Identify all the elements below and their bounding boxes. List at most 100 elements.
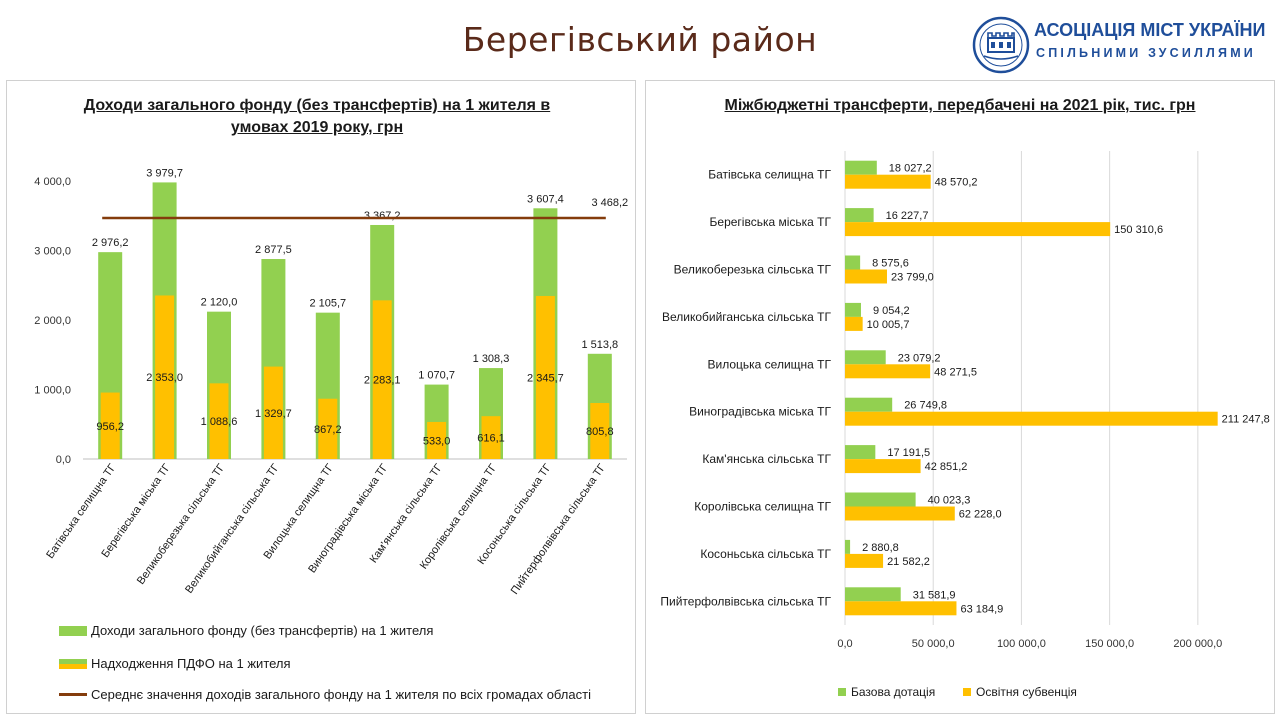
x-category-label: Великобийганська сільська ТГ [183,462,282,596]
base-value-label: 8 575,6 [872,258,909,270]
education-subvention-bar [845,553,884,568]
pdfo-bar [318,398,338,459]
base-value-label: 31 581,9 [913,589,956,601]
pdfo-bar [427,421,447,459]
income-value-label: 2 105,7 [309,298,346,310]
right-chart: 0,0 50 000,0 100 000,0 150 000,0 200 000,0 18… [660,151,1270,650]
pdfo-bar [535,295,555,459]
legend-label: Надходження ПДФО на 1 жителя [91,656,291,671]
x-category-label: Пийтерфолвівська сільська ТГ [509,462,609,597]
logo-name: АСОЦІАЦІЯ МІСТ УКРАЇНИ [1034,20,1266,40]
base-value-label: 26 749,8 [904,400,947,412]
y-tick-label: 3 000,0 [34,246,71,258]
left-chart-title: Доходи загального фонду (без трансфертів… [83,97,551,136]
x-tick-label: 200 000,0 [1173,638,1222,650]
income-value-label: 3 979,7 [146,167,183,179]
pdfo-value-label: 2 345,7 [527,372,564,384]
edu-value-label: 21 582,2 [887,556,930,568]
y-category-label: Берегівська міська ТГ [710,215,832,229]
income-value-label: 2 120,0 [201,297,238,309]
pdfo-value-label: 805,8 [586,426,614,438]
pdfo-value-label: 2 353,0 [146,372,183,384]
base-subsidy-bar [845,160,877,175]
x-tick-label: 150 000,0 [1085,638,1134,650]
legend-label: Базова дотація [851,685,936,699]
education-subvention-bar [845,411,1218,426]
y-category-label: Батівська селищна ТГ [708,168,831,182]
base-value-label: 9 054,2 [873,305,910,317]
pdfo-bar [100,392,120,459]
legend-swatch-green [838,688,846,696]
legend-swatch-yellow [963,688,971,696]
education-subvention-bar [845,316,863,331]
pdfo-bar [263,366,283,459]
income-value-label: 2 976,2 [92,237,129,249]
logo-emblem-icon [972,16,1030,74]
base-subsidy-bar [845,302,861,317]
y-category-label: Великоберезька сільська ТГ [674,263,832,277]
base-value-label: 16 227,7 [886,210,929,222]
education-subvention-bar [845,222,1111,237]
y-tick-label: 4 000,0 [34,176,71,188]
y-category-label: Вилоцька селищна ТГ [708,357,832,371]
x-tick-label: 50 000,0 [912,638,955,650]
edu-value-label: 42 851,2 [925,461,968,473]
pdfo-bar [155,295,175,459]
average-value-label: 3 468,2 [591,197,628,209]
base-subsidy-bar [845,445,876,460]
right-chart-panel: Міжбюджетні трансферти, передбачені на 2… [645,80,1275,714]
base-subsidy-bar [845,492,916,507]
left-legend-item-income: Доходи загального фонду (без трансфертів… [59,623,433,638]
left-legend-item-pdfo: Надходження ПДФО на 1 жителя [59,656,291,671]
base-subsidy-bar [845,397,893,412]
y-category-label: Королівська селищна ТГ [694,500,831,514]
base-subsidy-bar [845,587,901,602]
edu-value-label: 150 310,6 [1114,224,1163,236]
income-value-label: 3 607,4 [527,193,564,205]
pdfo-value-label: 616,1 [477,433,505,445]
base-subsidy-bar [845,255,861,270]
legend-swatch-yellow [59,658,87,669]
income-value-label: 3 367,2 [364,210,401,222]
right-chart-title: Міжбюджетні трансферти, передбачені на 2… [724,97,1196,114]
pdfo-value-label: 1 329,7 [255,408,292,420]
legend-swatch-line [59,693,87,696]
edu-value-label: 23 799,0 [891,272,934,284]
x-tick-label: 0,0 [837,638,852,650]
income-value-label: 2 877,5 [255,244,292,256]
pdfo-bar [481,416,501,459]
y-category-label: Виноградівська міська ТГ [689,405,831,419]
base-subsidy-bar [845,208,874,223]
edu-value-label: 10 005,7 [867,319,910,331]
income-value-label: 1 070,7 [418,370,455,382]
base-value-label: 40 023,3 [928,495,971,507]
y-category-label: Пийтерфолвівська сільська ТГ [660,594,831,608]
left-chart: 0,0 1 000,0 2 000,0 3 000,0 4 000,0 2 976,2 95… [34,167,628,597]
right-legend-item-base: Базова дотація [838,685,935,699]
base-subsidy-bar [845,350,886,365]
education-subvention-bar [845,459,921,474]
page-title: Берегівський район [462,20,818,59]
pdfo-value-label: 2 283,1 [364,375,401,387]
logo-slogan: СПІЛЬНИМИ ЗУСИЛЛЯМИ [1036,46,1256,60]
left-chart-panel: Доходи загального фонду (без трансфертів… [6,80,636,714]
left-legend-item-average: Середнє значення доходів загального фонд… [59,687,591,702]
education-subvention-bar [845,506,955,521]
base-value-label: 18 027,2 [889,163,932,175]
x-category-label: Великоберезька сільська ТГ [135,462,228,587]
edu-value-label: 62 228,0 [959,509,1002,521]
pdfo-bar [590,402,610,459]
y-tick-label: 1 000,0 [34,385,71,397]
legend-swatch-green [59,625,87,636]
edu-value-label: 48 570,2 [935,177,978,189]
legend-label: Доходи загального фонду (без трансфертів… [91,623,434,638]
legend-label: Освітня субвенція [976,685,1077,699]
education-subvention-bar [845,174,931,189]
base-value-label: 17 191,5 [887,447,930,459]
y-tick-label: 2 000,0 [34,315,71,327]
education-subvention-bar [845,364,931,379]
pdfo-value-label: 1 088,6 [201,416,238,428]
legend-label: Середнє значення доходів загального фонд… [91,687,591,702]
pdfo-value-label: 533,0 [423,435,451,447]
income-value-label: 1 308,3 [473,353,510,365]
